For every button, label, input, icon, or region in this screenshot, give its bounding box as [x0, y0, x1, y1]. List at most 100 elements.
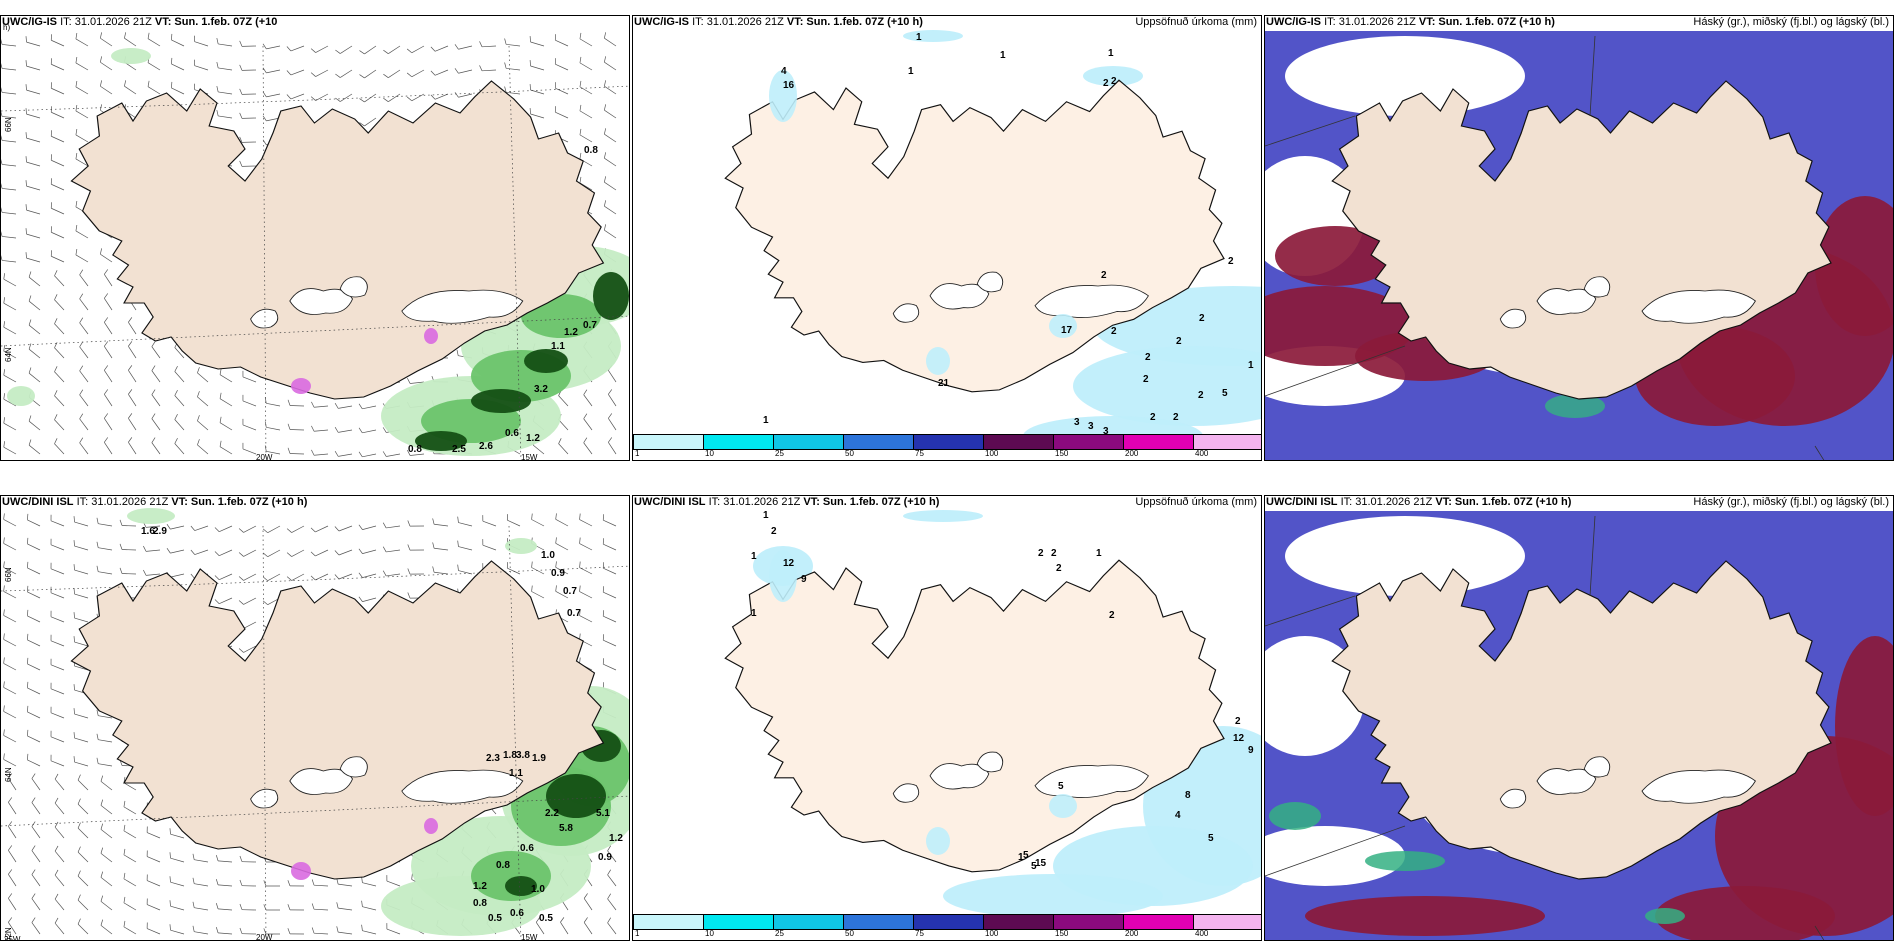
mid-cloud-field — [1269, 802, 1321, 830]
colorbar-segment — [1193, 434, 1261, 450]
lon-label: 20W — [256, 933, 273, 941]
colorbar-label: 75 — [915, 929, 924, 938]
valid-time: VT: Sun. 1.feb. 07Z (+10 h) — [1435, 496, 1572, 508]
precip-field — [903, 510, 983, 522]
precip-value: 0.8 — [496, 860, 510, 871]
colorbar-segment — [773, 434, 843, 450]
precip-value: 5 — [1208, 833, 1214, 844]
panel-bottom-cloud[interactable]: UWC/DINI ISL IT: 31.01.2026 21Z VT: Sun.… — [1264, 495, 1894, 941]
projection-lines — [1265, 515, 1825, 940]
precip-value: 3 — [1103, 426, 1109, 437]
precip-value: 2 — [1103, 78, 1109, 89]
colorbar-segment — [913, 914, 983, 930]
precip-value: 1 — [1018, 852, 1024, 863]
colorbar-label: 25 — [775, 929, 784, 938]
lon-label: 25W — [4, 935, 21, 941]
colorbar-segment — [983, 434, 1053, 450]
precip-value: 1 — [908, 66, 914, 77]
lat-label: 66N — [4, 567, 13, 582]
precip-value: 4 — [781, 66, 787, 77]
low-cloud-field — [1305, 896, 1545, 936]
precip-value: 16 — [783, 80, 795, 91]
valid-time-extra: h) — [3, 23, 10, 32]
panel-title: Uppsöfnuð úrkoma (mm) — [1135, 16, 1257, 28]
lat-label: 66N — [4, 117, 13, 132]
precip-value: 12 — [1233, 733, 1245, 744]
precip-value: 2.5 — [452, 444, 466, 455]
colorbar-label: 100 — [985, 929, 999, 938]
mid-cloud-field — [1365, 851, 1445, 871]
lat-label: 64N — [4, 347, 13, 362]
map-top-wind: 66N 64N 20W 15W 0.8 0.7 1.2 1.1 3.2 0.6 1.2 2.6 2.5 0… — [1, 23, 629, 461]
precip-value: 2.2 — [545, 808, 559, 819]
precip-value: 1.2 — [526, 433, 540, 444]
precip-colorbar: 1 10 25 50 75 100 150 200 400 — [633, 434, 1261, 460]
colorbar-segment — [843, 434, 913, 450]
low-cloud-field — [1275, 226, 1395, 286]
precip-value: 2.9 — [153, 526, 167, 537]
model-name: UWC/IG-IS — [2, 16, 57, 28]
colorbar-label: 10 — [705, 929, 714, 938]
panel-top-wind[interactable]: 66N 64N 20W 15W 0.8 0.7 1.2 1.1 3.2 0.6 1.2 2.6 2.5 0… — [0, 15, 630, 461]
precip-field — [926, 827, 950, 855]
model-name: UWC/IG-IS — [634, 16, 689, 28]
colorbar-segment — [703, 434, 773, 450]
valid-time: VT: Sun. 1.feb. 07Z (+10 — [154, 16, 278, 28]
colorbar-segment — [1193, 914, 1261, 930]
panel-top-precip[interactable]: 1 1 1 1 2 2 16 4 2 2 17 2 2 2 2 1 2 2 5 2 2 3 3 3 21 1 UWC/IG-IS … — [632, 15, 1262, 461]
precip-value: 2.3 — [486, 753, 500, 764]
panel-bottom-wind[interactable]: 66N 64N 62N 25W 20W 15W 1.6 2.9 1.0 0.9 0.7 0.7 2.3 1… — [0, 495, 630, 941]
clear-area — [1285, 516, 1525, 596]
lon-label: 20W — [256, 453, 273, 461]
precip-value: 1.9 — [532, 753, 546, 764]
precip-value: 1 — [763, 415, 769, 426]
colorbar-segment — [773, 914, 843, 930]
precip-field — [7, 386, 35, 406]
precip-value: 1 — [1000, 50, 1006, 61]
low-cloud-field — [1815, 196, 1893, 336]
precip-value: 0.9 — [598, 852, 612, 863]
precip-field — [505, 876, 537, 896]
precip-spot — [424, 328, 438, 344]
precip-value: 1 — [751, 551, 757, 562]
model-name: UWC/DINI ISL — [634, 496, 706, 508]
precip-field — [1073, 346, 1261, 426]
model-name: UWC/DINI ISL — [2, 496, 74, 508]
precip-value: 0.5 — [539, 913, 553, 924]
precip-field — [524, 349, 568, 373]
panel-header: UWC/IG-IS IT: 31.01.2026 21Z VT: Sun. 1.… — [2, 16, 625, 31]
precip-value: 0.8 — [473, 898, 487, 909]
mid-cloud-field — [1545, 394, 1605, 418]
precip-value: 5 — [1058, 781, 1064, 792]
precip-value: 3 — [1074, 417, 1080, 428]
precip-value: 2 — [1111, 76, 1117, 87]
iceland-landmass — [724, 559, 1225, 873]
lon-label: 15W — [521, 933, 538, 941]
precip-field — [505, 538, 537, 554]
precip-value: 2 — [1235, 716, 1241, 727]
graticule — [1, 525, 629, 940]
precip-value: 2 — [1101, 270, 1107, 281]
lon-label: 15W — [521, 453, 538, 461]
panel-bottom-precip[interactable]: 12112912212229128845555151 UWC/DINI ISL … — [632, 495, 1262, 941]
precip-field — [903, 30, 963, 42]
precip-field — [943, 874, 1163, 918]
iceland-landmass — [70, 560, 605, 880]
colorbar-segment — [1053, 434, 1123, 450]
precip-field — [1083, 66, 1143, 86]
model-name: UWC/IG-IS — [1266, 16, 1321, 28]
panel-top-cloud[interactable]: UWC/IG-IS IT: 31.01.2026 21Z VT: Sun. 1.… — [1264, 15, 1894, 461]
colorbar-label: 25 — [775, 449, 784, 458]
lat-label: 62N — [4, 927, 13, 941]
precip-value: 5 — [1023, 850, 1029, 861]
precip-field — [471, 389, 531, 413]
precip-value: 3.8 — [516, 750, 530, 761]
colorbar-label: 1 — [635, 929, 640, 938]
valid-time: VT: Sun. 1.feb. 07Z (+10 h) — [803, 496, 940, 508]
colorbar-segment — [1053, 914, 1123, 930]
precip-value: 5 — [1222, 388, 1228, 399]
precip-value: 2 — [1145, 352, 1151, 363]
precip-value: 1 — [763, 510, 769, 521]
colorbar-segment — [1123, 434, 1193, 450]
precip-value: 1.1 — [509, 768, 523, 779]
